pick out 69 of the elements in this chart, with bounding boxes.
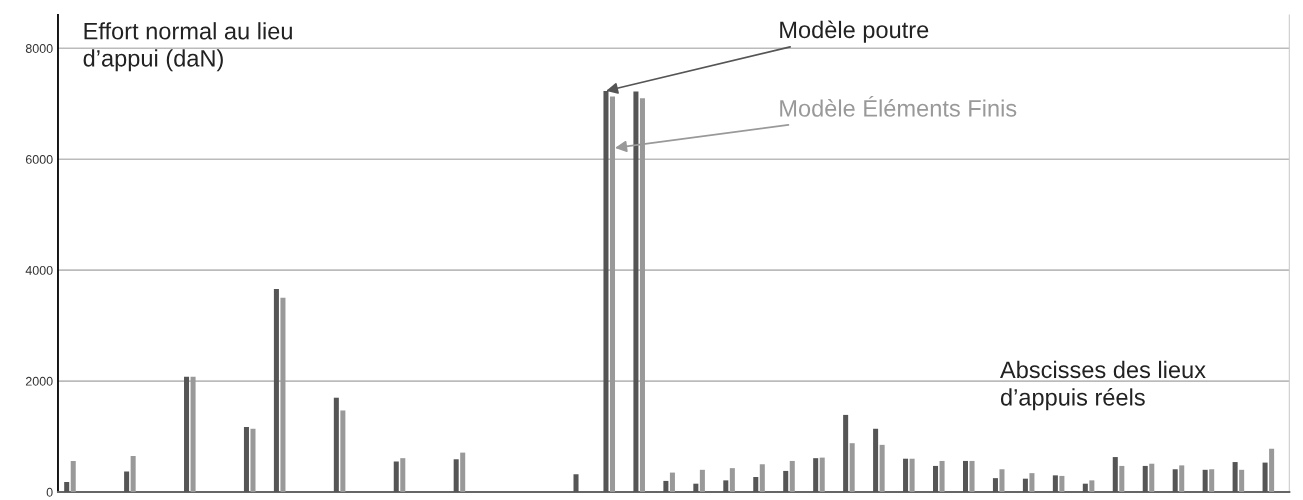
bar — [1172, 469, 1178, 492]
bar — [393, 461, 399, 492]
bar — [843, 414, 849, 492]
bar — [280, 297, 286, 492]
bar — [1119, 465, 1125, 492]
bar — [962, 460, 968, 492]
bar — [70, 460, 76, 492]
bar — [1179, 465, 1185, 492]
bar — [789, 460, 795, 492]
bar — [699, 469, 705, 492]
bar — [633, 91, 639, 492]
bar — [460, 452, 466, 492]
bar — [130, 455, 136, 492]
y-tick-label: 2000 — [25, 376, 53, 386]
bar — [753, 477, 759, 492]
bar — [1082, 483, 1088, 492]
bar — [333, 397, 339, 492]
bar — [669, 472, 675, 492]
bar — [400, 458, 406, 492]
bar — [903, 458, 909, 492]
bar — [1052, 475, 1058, 492]
bar — [849, 443, 855, 492]
text: Modèle Éléments Finis — [780, 96, 1017, 117]
bar — [1262, 462, 1268, 492]
bar — [819, 457, 825, 492]
x-axis-title: Abscisses des lieux d’appuis réels — [1000, 360, 1206, 411]
bar — [693, 483, 699, 492]
y-tick-label: 4000 — [25, 265, 53, 275]
bar — [879, 444, 885, 492]
bar — [729, 468, 735, 492]
bar — [1029, 473, 1035, 492]
bar — [759, 464, 765, 492]
bar — [1022, 478, 1028, 492]
bar — [1239, 469, 1245, 492]
bar — [783, 470, 789, 492]
bar — [663, 480, 669, 492]
bar — [1142, 465, 1148, 492]
bar — [1089, 480, 1095, 492]
y-tick-label: 8000 — [25, 44, 53, 53]
bar — [909, 458, 915, 492]
bar — [939, 460, 945, 492]
bar — [273, 289, 279, 492]
y-tick-label: 0 — [46, 487, 53, 497]
bar — [1209, 469, 1215, 492]
bar — [453, 459, 459, 492]
bar — [124, 471, 130, 492]
bar — [1112, 457, 1118, 492]
bar — [723, 480, 729, 492]
y-tick-label: 6000 — [25, 155, 53, 164]
bar — [250, 428, 256, 492]
bar — [1149, 463, 1155, 492]
bar — [813, 458, 819, 492]
bar — [340, 410, 346, 492]
bar — [243, 427, 249, 492]
y-axis-title: Effort normal au lieu d’appui (daN) — [83, 22, 292, 72]
bar — [1232, 462, 1238, 492]
bar — [184, 376, 190, 492]
bar — [573, 474, 579, 492]
bar — [873, 428, 879, 492]
text: Modèle poutre — [780, 20, 929, 43]
bar — [999, 469, 1005, 492]
bar — [992, 478, 998, 492]
bar — [64, 482, 70, 492]
bar — [1059, 475, 1065, 492]
bar — [1202, 469, 1208, 492]
bar — [969, 460, 975, 492]
bar — [1269, 448, 1275, 492]
bar — [933, 465, 939, 492]
bar — [190, 376, 196, 492]
